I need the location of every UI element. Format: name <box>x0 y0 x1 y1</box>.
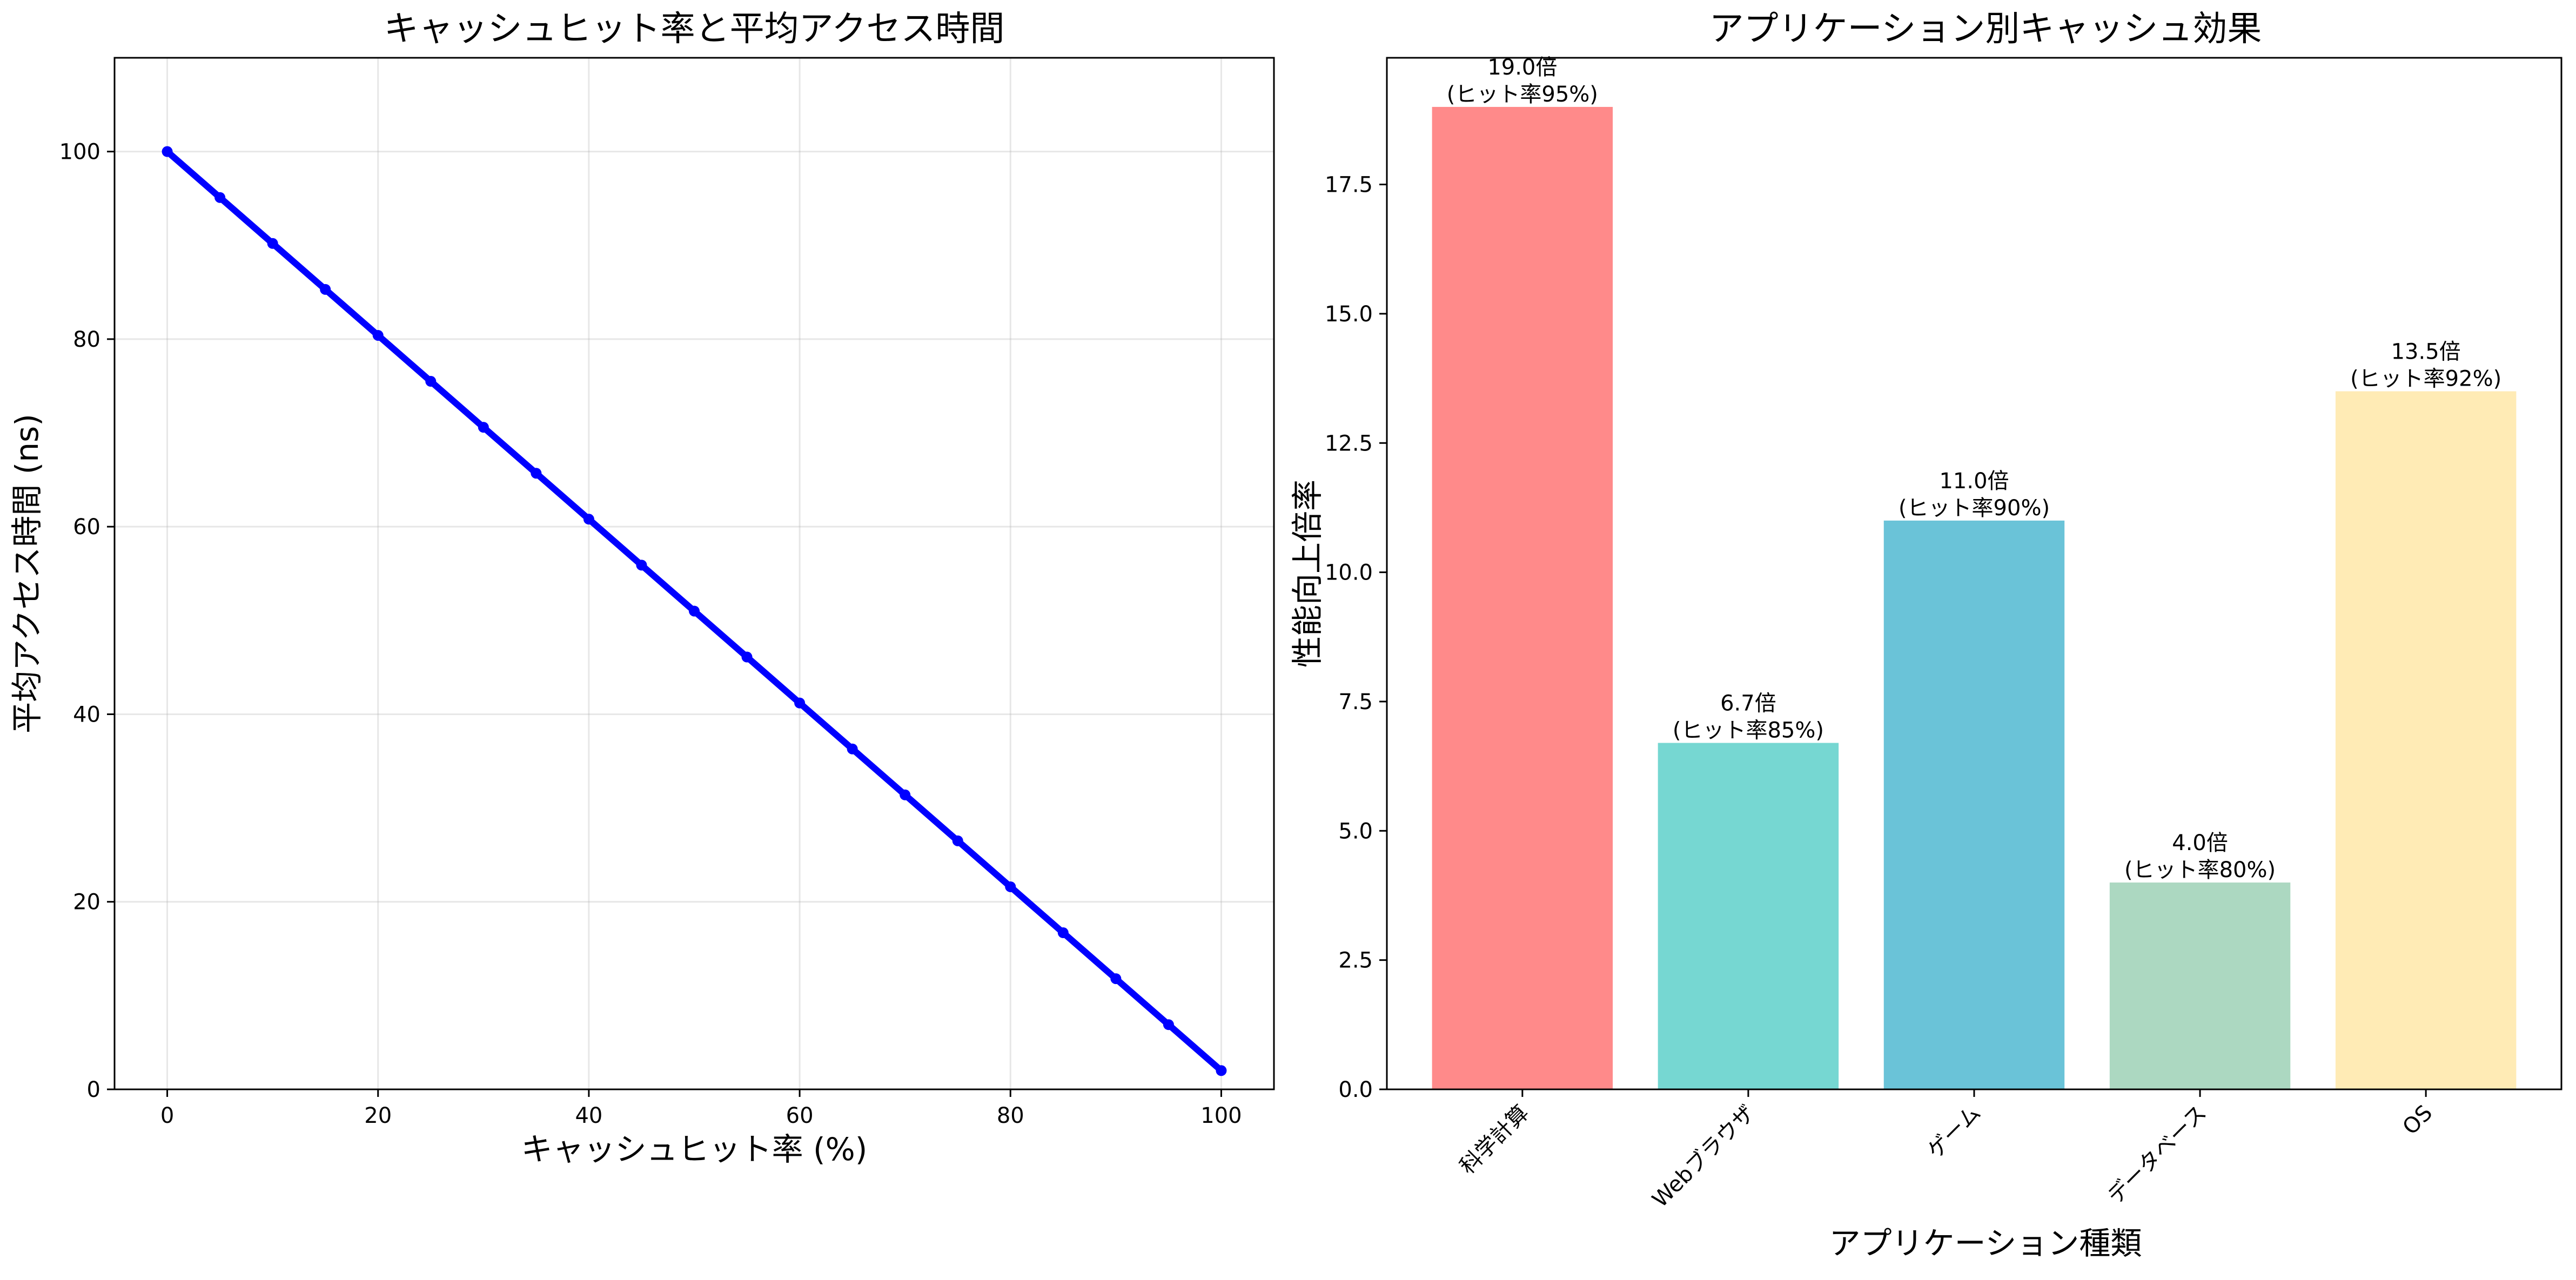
y-tick-label: 20 <box>73 890 100 915</box>
x-tick-label: ゲーム <box>1923 1101 1986 1164</box>
x-tick-label: 80 <box>997 1103 1024 1128</box>
data-point <box>162 146 173 157</box>
bar <box>1883 520 2065 1089</box>
data-point <box>1110 973 1122 985</box>
data-point <box>372 329 384 341</box>
data-label: 19.0倍 <box>1487 55 1557 80</box>
y-tick-label: 40 <box>73 702 100 727</box>
bar-chart-x-label: アプリケーション種類 <box>1829 1225 2142 1262</box>
bar <box>1432 106 1613 1089</box>
data-point <box>531 468 542 479</box>
y-tick-label: 12.5 <box>1325 431 1373 456</box>
data-point <box>478 422 489 433</box>
data-point <box>741 651 753 663</box>
y-tick-label: 17.5 <box>1325 173 1373 198</box>
data-point <box>267 238 278 249</box>
data-point <box>583 514 594 525</box>
y-tick-label: 2.5 <box>1338 948 1373 973</box>
x-tick-label: 40 <box>575 1103 602 1128</box>
y-tick-label: 10.0 <box>1325 561 1373 585</box>
x-tick-label: 0 <box>160 1103 174 1128</box>
data-label: (ヒット率90%) <box>1899 496 2050 521</box>
data-label: (ヒット率80%) <box>2124 858 2276 882</box>
y-tick-label: 100 <box>59 140 100 165</box>
data-point <box>320 284 331 295</box>
x-tick-label: データベース <box>2103 1101 2211 1209</box>
bar <box>2109 882 2291 1089</box>
data-point <box>214 192 226 203</box>
y-tick-label: 0 <box>87 1077 100 1102</box>
data-point <box>847 743 858 754</box>
data-point <box>1005 881 1016 892</box>
line-chart-ticks: 0 20 40 60 80 100 0 20 40 60 80 100 <box>59 140 1242 1128</box>
data-point <box>794 697 806 709</box>
y-tick-label: 7.5 <box>1338 690 1373 715</box>
x-tick-label: 60 <box>786 1103 814 1128</box>
data-point <box>636 560 647 571</box>
bar-chart-y-label: 性能向上倍率 <box>1289 480 1326 668</box>
bar-chart-frame <box>1386 57 2562 1090</box>
line-chart-x-label: キャッシュヒット率 (%) <box>521 1131 868 1168</box>
y-tick-label: 15.0 <box>1325 302 1373 327</box>
data-point <box>1163 1019 1174 1030</box>
bar-chart-title: アプリケーション別キャッシュ効果 <box>1709 9 2262 49</box>
data-label: 13.5倍 <box>2391 340 2461 365</box>
data-label: 6.7倍 <box>1720 691 1776 716</box>
line-chart-title: キャッシュヒット率と平均アクセス時間 <box>384 9 1005 49</box>
y-tick-label: 80 <box>73 327 100 352</box>
y-tick-label: 5.0 <box>1338 819 1373 844</box>
data-point <box>900 789 911 800</box>
line-chart-grid <box>115 58 1274 1090</box>
data-point <box>689 605 700 617</box>
data-label: (ヒット率92%) <box>2350 367 2501 392</box>
bar-chart: アプリケーション別キャッシュ効果 0.0 2.5 5.0 7.5 10.0 12.5 15.… <box>1289 9 2562 1262</box>
bar <box>1658 743 1839 1089</box>
data-label: 4.0倍 <box>2172 831 2228 855</box>
line-chart-series <box>162 146 1227 1076</box>
data-label: (ヒット率85%) <box>1673 718 1824 743</box>
x-tick-label: 科学計算 <box>1455 1101 1534 1180</box>
y-tick-label: 0.0 <box>1338 1077 1373 1102</box>
bar-chart-bars <box>1432 106 2517 1089</box>
y-tick-label: 60 <box>73 515 100 540</box>
data-point <box>952 835 963 846</box>
data-point <box>1216 1065 1227 1076</box>
data-label: (ヒット率95%) <box>1447 82 1598 107</box>
data-label: 11.0倍 <box>1939 469 2009 494</box>
data-point <box>425 376 437 387</box>
line-chart: キャッシュヒット率と平均アクセス時間 0 20 40 60 80 100 0 20 40 60 80… <box>9 9 1275 1168</box>
line-chart-y-label: 平均アクセス時間 (ns) <box>9 414 45 733</box>
data-point <box>1057 927 1069 939</box>
x-tick-label: Webブラウザ <box>1648 1101 1760 1212</box>
x-tick-label: 100 <box>1200 1103 1242 1128</box>
bar-chart-data-labels: 19.0倍(ヒット率95%) 6.7倍(ヒット率85%) 11.0倍(ヒット率90%… <box>1447 55 2501 882</box>
x-tick-label: OS <box>2398 1101 2437 1140</box>
x-tick-label: 20 <box>364 1103 392 1128</box>
bar <box>2335 391 2517 1089</box>
line-chart-frame <box>113 57 1275 1090</box>
